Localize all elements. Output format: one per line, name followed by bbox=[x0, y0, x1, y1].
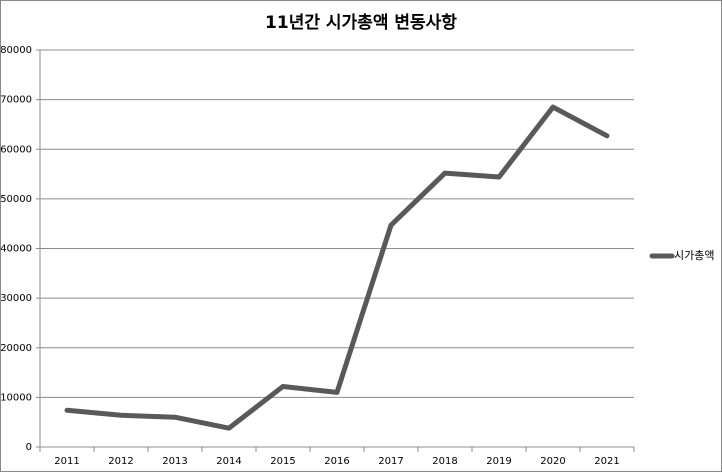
y-tick-label: 50000 bbox=[0, 194, 32, 205]
x-tick-label: 2021 bbox=[594, 456, 619, 467]
x-tick-label: 2013 bbox=[162, 456, 187, 467]
y-tick-label: 60000 bbox=[0, 144, 32, 155]
data-line bbox=[64, 104, 610, 431]
y-tick-label: 20000 bbox=[0, 343, 32, 354]
legend-label: 시가총액 bbox=[674, 249, 714, 262]
x-tick-label: 2019 bbox=[486, 456, 511, 467]
y-tick-label: 30000 bbox=[0, 293, 32, 304]
x-tick-label: 2015 bbox=[270, 456, 295, 467]
x-tick-label: 2018 bbox=[432, 456, 457, 467]
x-tick-label: 2014 bbox=[216, 456, 241, 467]
x-tick-label: 2011 bbox=[54, 456, 79, 467]
x-tick-label: 2017 bbox=[378, 456, 403, 467]
y-tick-label: 0 bbox=[26, 442, 32, 453]
y-tick-label: 70000 bbox=[0, 95, 32, 106]
y-tick-label: 10000 bbox=[0, 392, 32, 403]
x-tick-label: 2020 bbox=[540, 456, 565, 467]
x-tick-label: 2012 bbox=[108, 456, 133, 467]
y-tick-label: 80000 bbox=[0, 45, 32, 56]
x-tick-label: 2016 bbox=[324, 456, 349, 467]
y-tick-label: 40000 bbox=[0, 244, 32, 255]
chart-title: 11년간 시가총액 변동사항 bbox=[265, 12, 457, 33]
